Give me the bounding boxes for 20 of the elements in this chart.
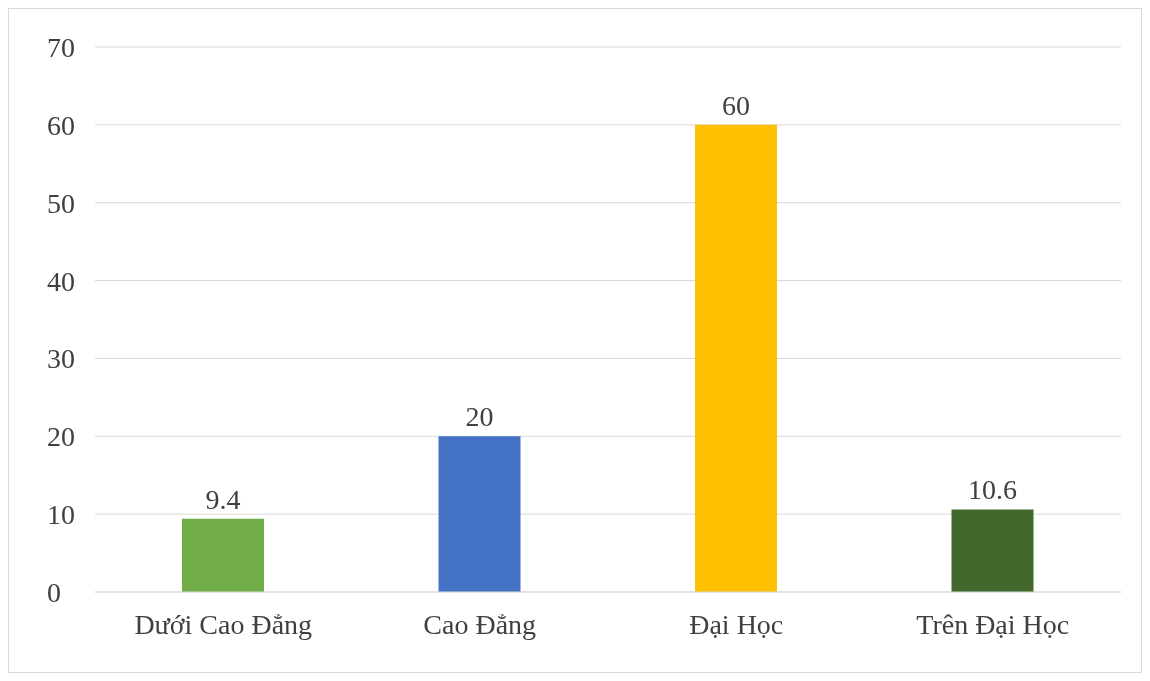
bar	[438, 436, 521, 592]
data-label: 9.4	[205, 483, 241, 515]
data-label: 20	[465, 401, 494, 433]
x-tick-label: Đại Học	[689, 608, 784, 640]
x-tick-label: Cao Đẳng	[423, 608, 537, 640]
y-tick-label: 30	[47, 343, 75, 375]
y-tick-label: 50	[47, 187, 75, 219]
x-tick-label: Dưới Cao Đẳng	[134, 608, 313, 640]
bar	[951, 509, 1034, 592]
y-tick-label: 0	[47, 576, 61, 608]
data-label: 10.6	[968, 474, 1017, 506]
y-tick-label: 60	[47, 109, 75, 141]
y-tick-label: 40	[47, 265, 75, 297]
y-tick-label: 70	[47, 31, 75, 63]
x-tick-label: Trên Đại Học	[916, 608, 1070, 640]
y-tick-label: 20	[47, 421, 75, 453]
data-label: 60	[722, 89, 750, 121]
bar	[695, 124, 777, 592]
bar	[182, 518, 264, 592]
y-tick-label: 10	[47, 499, 75, 531]
